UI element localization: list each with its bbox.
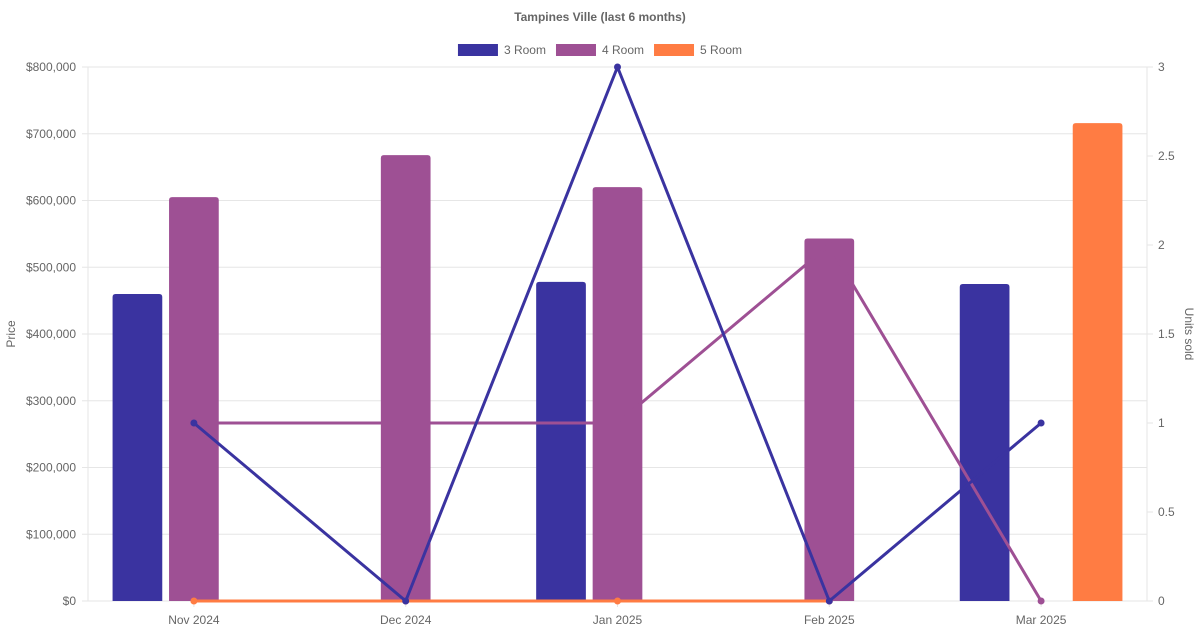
- x-tick-label: Nov 2024: [168, 613, 220, 627]
- line-point: [614, 597, 621, 605]
- right-axis: 0 0.5 1 1.5 2 2.5 3: [1147, 60, 1175, 608]
- y-left-tick-label: $200,000: [26, 461, 76, 475]
- y-left-tick-label: $400,000: [26, 327, 76, 341]
- y-right-tick-label: 3: [1158, 60, 1165, 74]
- bar: [536, 281, 586, 601]
- line-series: [190, 63, 1045, 605]
- legend-swatch[interactable]: [457, 44, 498, 56]
- line-point: [190, 597, 198, 605]
- y-left-tick-label: $300,000: [26, 394, 76, 408]
- y-right-tick-label: 1: [1158, 416, 1165, 430]
- chart-title: Tampines Ville (last 6 months): [514, 10, 686, 24]
- line-point: [614, 63, 621, 71]
- y-right-tick-label: 0: [1158, 594, 1165, 608]
- y-right-tick-label: 2: [1158, 238, 1165, 252]
- x-axis: Nov 2024 Dec 2024 Jan 2025 Feb 2025 Mar 2025: [168, 601, 1067, 627]
- bar: [804, 238, 855, 602]
- bar: [592, 187, 643, 601]
- bar: [112, 293, 163, 601]
- y-right-tick-label: 0.5: [1158, 505, 1175, 519]
- legend-label: 4 Room: [602, 43, 644, 57]
- line-point: [402, 597, 410, 605]
- bar: [380, 155, 431, 602]
- legend-swatch[interactable]: [654, 44, 695, 56]
- y-left-tick-label: $0: [63, 594, 77, 608]
- legend: 3 Room 4 Room 5 Room: [457, 43, 742, 57]
- x-tick-label: Jan 2025: [593, 613, 643, 627]
- line-point: [614, 419, 621, 427]
- y-left-tick-label: $700,000: [26, 127, 76, 141]
- y-left-tick-label: $500,000: [26, 260, 76, 274]
- line-point: [825, 241, 833, 249]
- x-tick-label: Dec 2024: [380, 613, 432, 627]
- bar: [959, 283, 1010, 601]
- legend-label: 5 Room: [700, 43, 742, 57]
- y-right-tick-label: 1.5: [1158, 327, 1175, 341]
- bar: [1072, 123, 1123, 601]
- y-left-tick-label: $800,000: [26, 60, 76, 74]
- legend-label: 3 Room: [504, 43, 546, 57]
- y-left-tick-label: $100,000: [26, 527, 76, 541]
- bar-series: [112, 123, 1123, 602]
- x-tick-label: Mar 2025: [1016, 613, 1067, 627]
- left-axis: $0 $100,000 $200,000 $300,000 $400,000 $500,0…: [26, 60, 76, 608]
- legend-swatch[interactable]: [555, 44, 596, 56]
- line-point: [1037, 597, 1045, 605]
- line-point: [402, 419, 410, 427]
- y-right-tick-label: 2.5: [1158, 149, 1175, 163]
- line-point: [825, 597, 833, 605]
- line-point: [190, 419, 198, 427]
- y-axis-right-title: Units sold: [1182, 308, 1196, 361]
- line-point: [1037, 419, 1045, 427]
- bar: [169, 197, 219, 601]
- x-tick-label: Feb 2025: [804, 613, 855, 627]
- y-axis-left-title: Price: [4, 320, 18, 348]
- y-left-tick-label: $600,000: [26, 194, 76, 208]
